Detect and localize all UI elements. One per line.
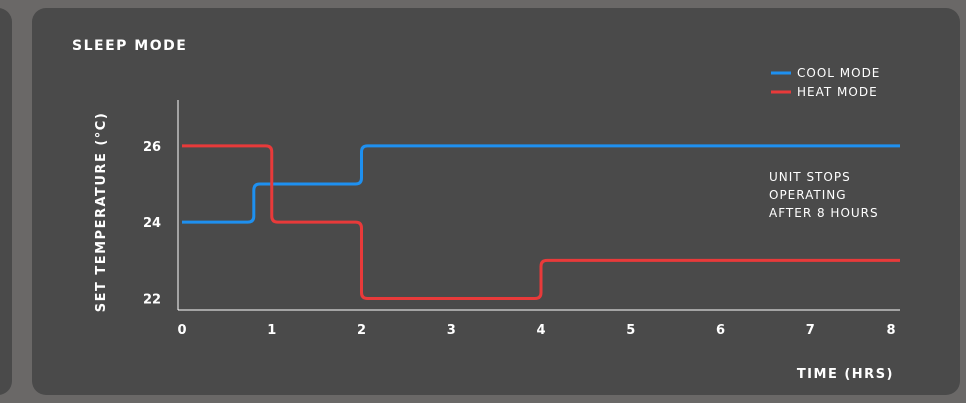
y-axis-label: SET TEMPERATURE (°C) (94, 112, 109, 313)
y-tick-label: 24 (143, 216, 161, 231)
x-tick-label: 1 (267, 323, 276, 338)
adjacent-panel-edge (0, 8, 12, 395)
legend-label: COOL MODE (797, 66, 880, 80)
chart-panel (32, 8, 960, 395)
chart-title: SLEEP MODE (72, 38, 187, 54)
cool-mode-series-line (182, 144, 900, 224)
annotation-line: OPERATING (769, 188, 847, 202)
x-tick-label: 3 (447, 323, 456, 338)
x-tick-label: 0 (177, 323, 186, 338)
x-tick-label: 2 (357, 323, 366, 338)
y-tick-label: 22 (143, 293, 161, 308)
legend: COOL MODE HEAT MODE (771, 66, 880, 99)
y-tick-labels: 22 24 26 (143, 140, 161, 308)
annotation-line: UNIT STOPS (769, 170, 851, 184)
heat-mode-series-line (182, 144, 900, 301)
y-tick-label: 26 (143, 140, 161, 155)
series-lines (182, 144, 900, 301)
annotation-note: UNIT STOPS OPERATING AFTER 8 HOURS (769, 170, 879, 220)
x-tick-labels: 0 1 2 3 4 5 6 7 8 (177, 323, 895, 338)
x-axis-label: TIME (HRS) (797, 367, 894, 382)
x-tick-label: 6 (716, 323, 725, 338)
legend-label: HEAT MODE (797, 85, 878, 99)
x-tick-label: 5 (626, 323, 635, 338)
x-tick-label: 4 (536, 323, 545, 338)
annotation-line: AFTER 8 HOURS (769, 206, 879, 220)
x-tick-label: 7 (806, 323, 815, 338)
x-tick-label: 8 (886, 323, 895, 338)
